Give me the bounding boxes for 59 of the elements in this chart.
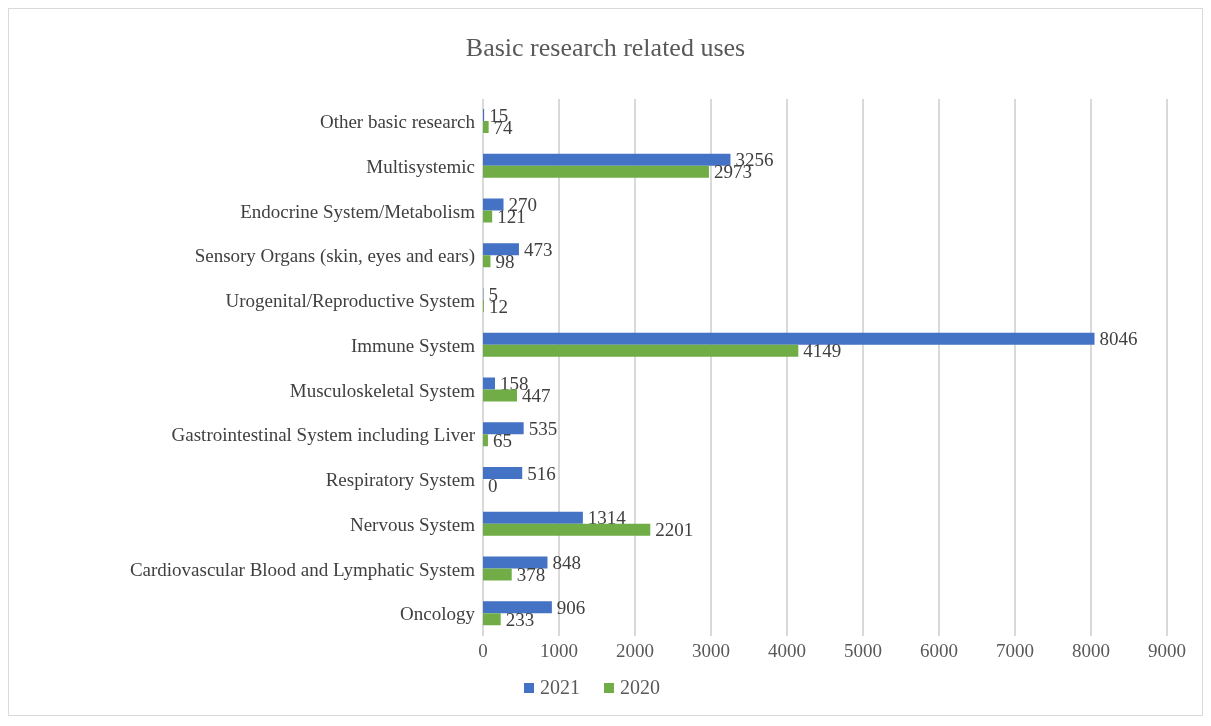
bar — [483, 568, 512, 581]
bar — [483, 511, 583, 524]
data-label: 2201 — [655, 519, 694, 541]
bar — [483, 344, 799, 357]
bar — [483, 434, 488, 447]
y-tick-label: Gastrointestinal System including Liver — [171, 424, 476, 446]
bar — [483, 601, 552, 614]
y-tick-label: Nervous System — [349, 513, 476, 535]
bar — [483, 523, 651, 536]
y-tick-label: Other basic research — [319, 111, 476, 133]
data-label: 1314 — [587, 507, 627, 529]
y-tick-label: Oncology — [400, 603, 476, 625]
legend-label: 2021 — [540, 676, 580, 699]
bar — [483, 198, 504, 211]
chart-title: Basic research related uses — [464, 32, 747, 62]
x-tick-label: 1000 — [540, 640, 578, 662]
bar — [483, 377, 496, 390]
data-label: 516 — [527, 462, 556, 484]
x-tick-label: 0 — [478, 640, 488, 662]
data-label: 535 — [528, 417, 558, 439]
data-label: 65 — [492, 429, 512, 451]
y-tick-label: Endocrine System/Metabolism — [240, 200, 476, 222]
y-tick-label: Multisystemic — [366, 155, 475, 177]
bar — [483, 210, 493, 223]
y-tick-label: Respiratory System — [325, 469, 476, 491]
bar — [483, 467, 523, 479]
bar — [483, 121, 489, 133]
y-tick-label: Sensory Organs (skin, eyes and ears) — [194, 245, 475, 268]
data-label: 8046 — [1099, 328, 1138, 350]
y-tick-label: Urogenital/Reproductive System — [225, 290, 476, 312]
data-label: 378 — [516, 564, 546, 585]
x-tick-label: 6000 — [920, 640, 958, 662]
x-tick-label: 3000 — [692, 640, 730, 662]
bar — [483, 556, 548, 569]
bar — [483, 153, 731, 166]
x-tick-label: 5000 — [844, 640, 882, 662]
x-tick-label: 2000 — [616, 640, 654, 662]
bar — [483, 332, 1095, 345]
data-label: 4149 — [803, 340, 842, 362]
x-tick-label: 7000 — [996, 640, 1034, 662]
legend-label: 2020 — [620, 676, 660, 699]
data-label: 906 — [556, 596, 586, 618]
y-tick-label: Immune System — [350, 334, 476, 356]
x-tick-label: 8000 — [1072, 640, 1110, 662]
x-tick-label: 9000 — [1148, 640, 1186, 662]
data-label: 0 — [488, 474, 498, 496]
y-tick-label: Musculoskeletal System — [289, 379, 476, 401]
bar — [483, 389, 517, 402]
bar — [483, 422, 524, 435]
x-tick-label: 4000 — [768, 640, 806, 662]
data-label: 98 — [495, 250, 515, 272]
data-label: 848 — [552, 552, 581, 573]
bar — [483, 613, 501, 626]
data-label: 473 — [523, 238, 553, 260]
bar — [483, 255, 491, 268]
bar — [483, 243, 519, 256]
y-tick-label: Cardiovascular Blood and Lymphatic System — [129, 558, 476, 580]
data-label: 233 — [505, 608, 535, 630]
bar — [483, 165, 709, 178]
